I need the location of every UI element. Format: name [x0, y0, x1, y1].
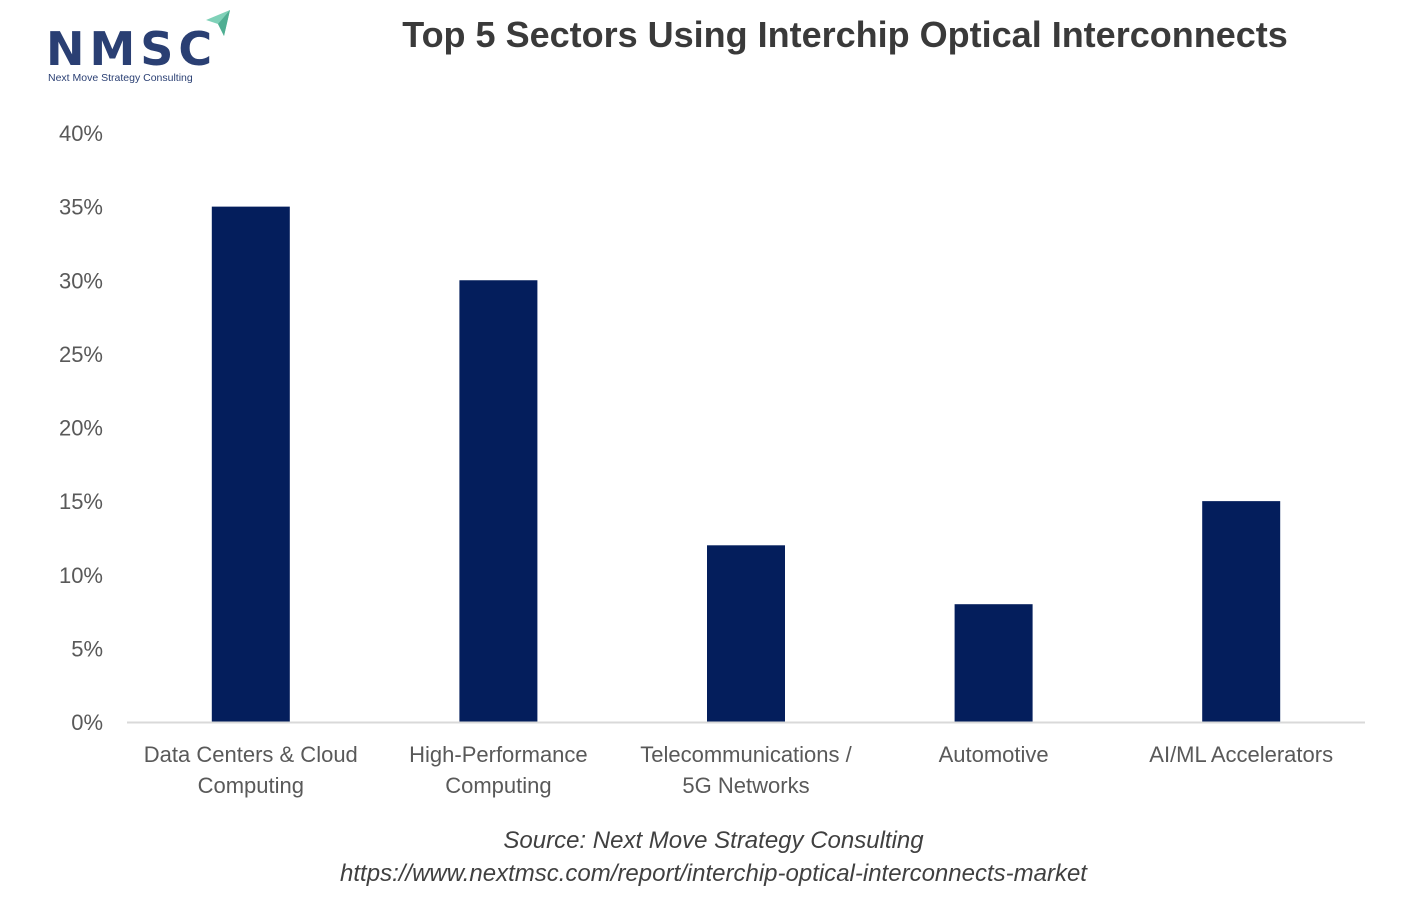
y-tick-label: 35% — [59, 195, 103, 220]
y-tick-label: 30% — [59, 268, 103, 293]
x-tick-label: High-Performance Computing — [409, 742, 588, 798]
x-tick-label: Automotive — [939, 742, 1049, 767]
bar — [707, 545, 785, 722]
logo-wordmark: NMSC — [46, 22, 218, 76]
source-url: https://www.nextmsc.com/report/interchip… — [340, 860, 1087, 887]
nmsc-logo: NMSC Next Move Strategy Consulting — [46, 8, 236, 88]
x-tick-label-line: Computing — [198, 773, 304, 798]
y-tick-label: 40% — [59, 121, 103, 146]
bar — [954, 604, 1033, 722]
x-tick-label-line: Data Centers & Cloud — [144, 742, 358, 767]
chart-title: Top 5 Sectors Using Interchip Optical In… — [402, 14, 1288, 55]
x-tick-label-line: 5G Networks — [682, 773, 809, 798]
logo-arrow-icon — [206, 10, 230, 36]
x-tick-label-line: AI/ML Accelerators — [1149, 742, 1333, 767]
logo-tagline: Next Move Strategy Consulting — [48, 72, 193, 84]
bar — [459, 280, 538, 722]
source-label: Source: Next Move Strategy Consulting — [503, 827, 924, 854]
y-tick-label: 5% — [71, 636, 103, 661]
x-tick-label-line: Telecommunications / — [640, 742, 852, 767]
x-tick-label-line: Automotive — [939, 742, 1049, 767]
y-tick-label: 10% — [59, 563, 103, 588]
x-tick-label-line: Computing — [445, 773, 551, 798]
y-tick-label: 20% — [59, 416, 103, 441]
x-tick-label: AI/ML Accelerators — [1149, 742, 1333, 767]
x-tick-label: Data Centers & Cloud Computing — [144, 742, 358, 798]
y-tick-label: 15% — [59, 489, 103, 514]
source-note: Source: Next Move Strategy Consulting ht… — [0, 824, 1427, 890]
bar — [211, 206, 290, 722]
y-tick-label: 0% — [71, 710, 103, 735]
x-tick-label: Telecommunications / 5G Networks — [640, 742, 852, 798]
y-tick-label: 25% — [59, 342, 103, 367]
bar — [1202, 501, 1281, 722]
x-tick-label-line: High-Performance — [409, 742, 588, 767]
